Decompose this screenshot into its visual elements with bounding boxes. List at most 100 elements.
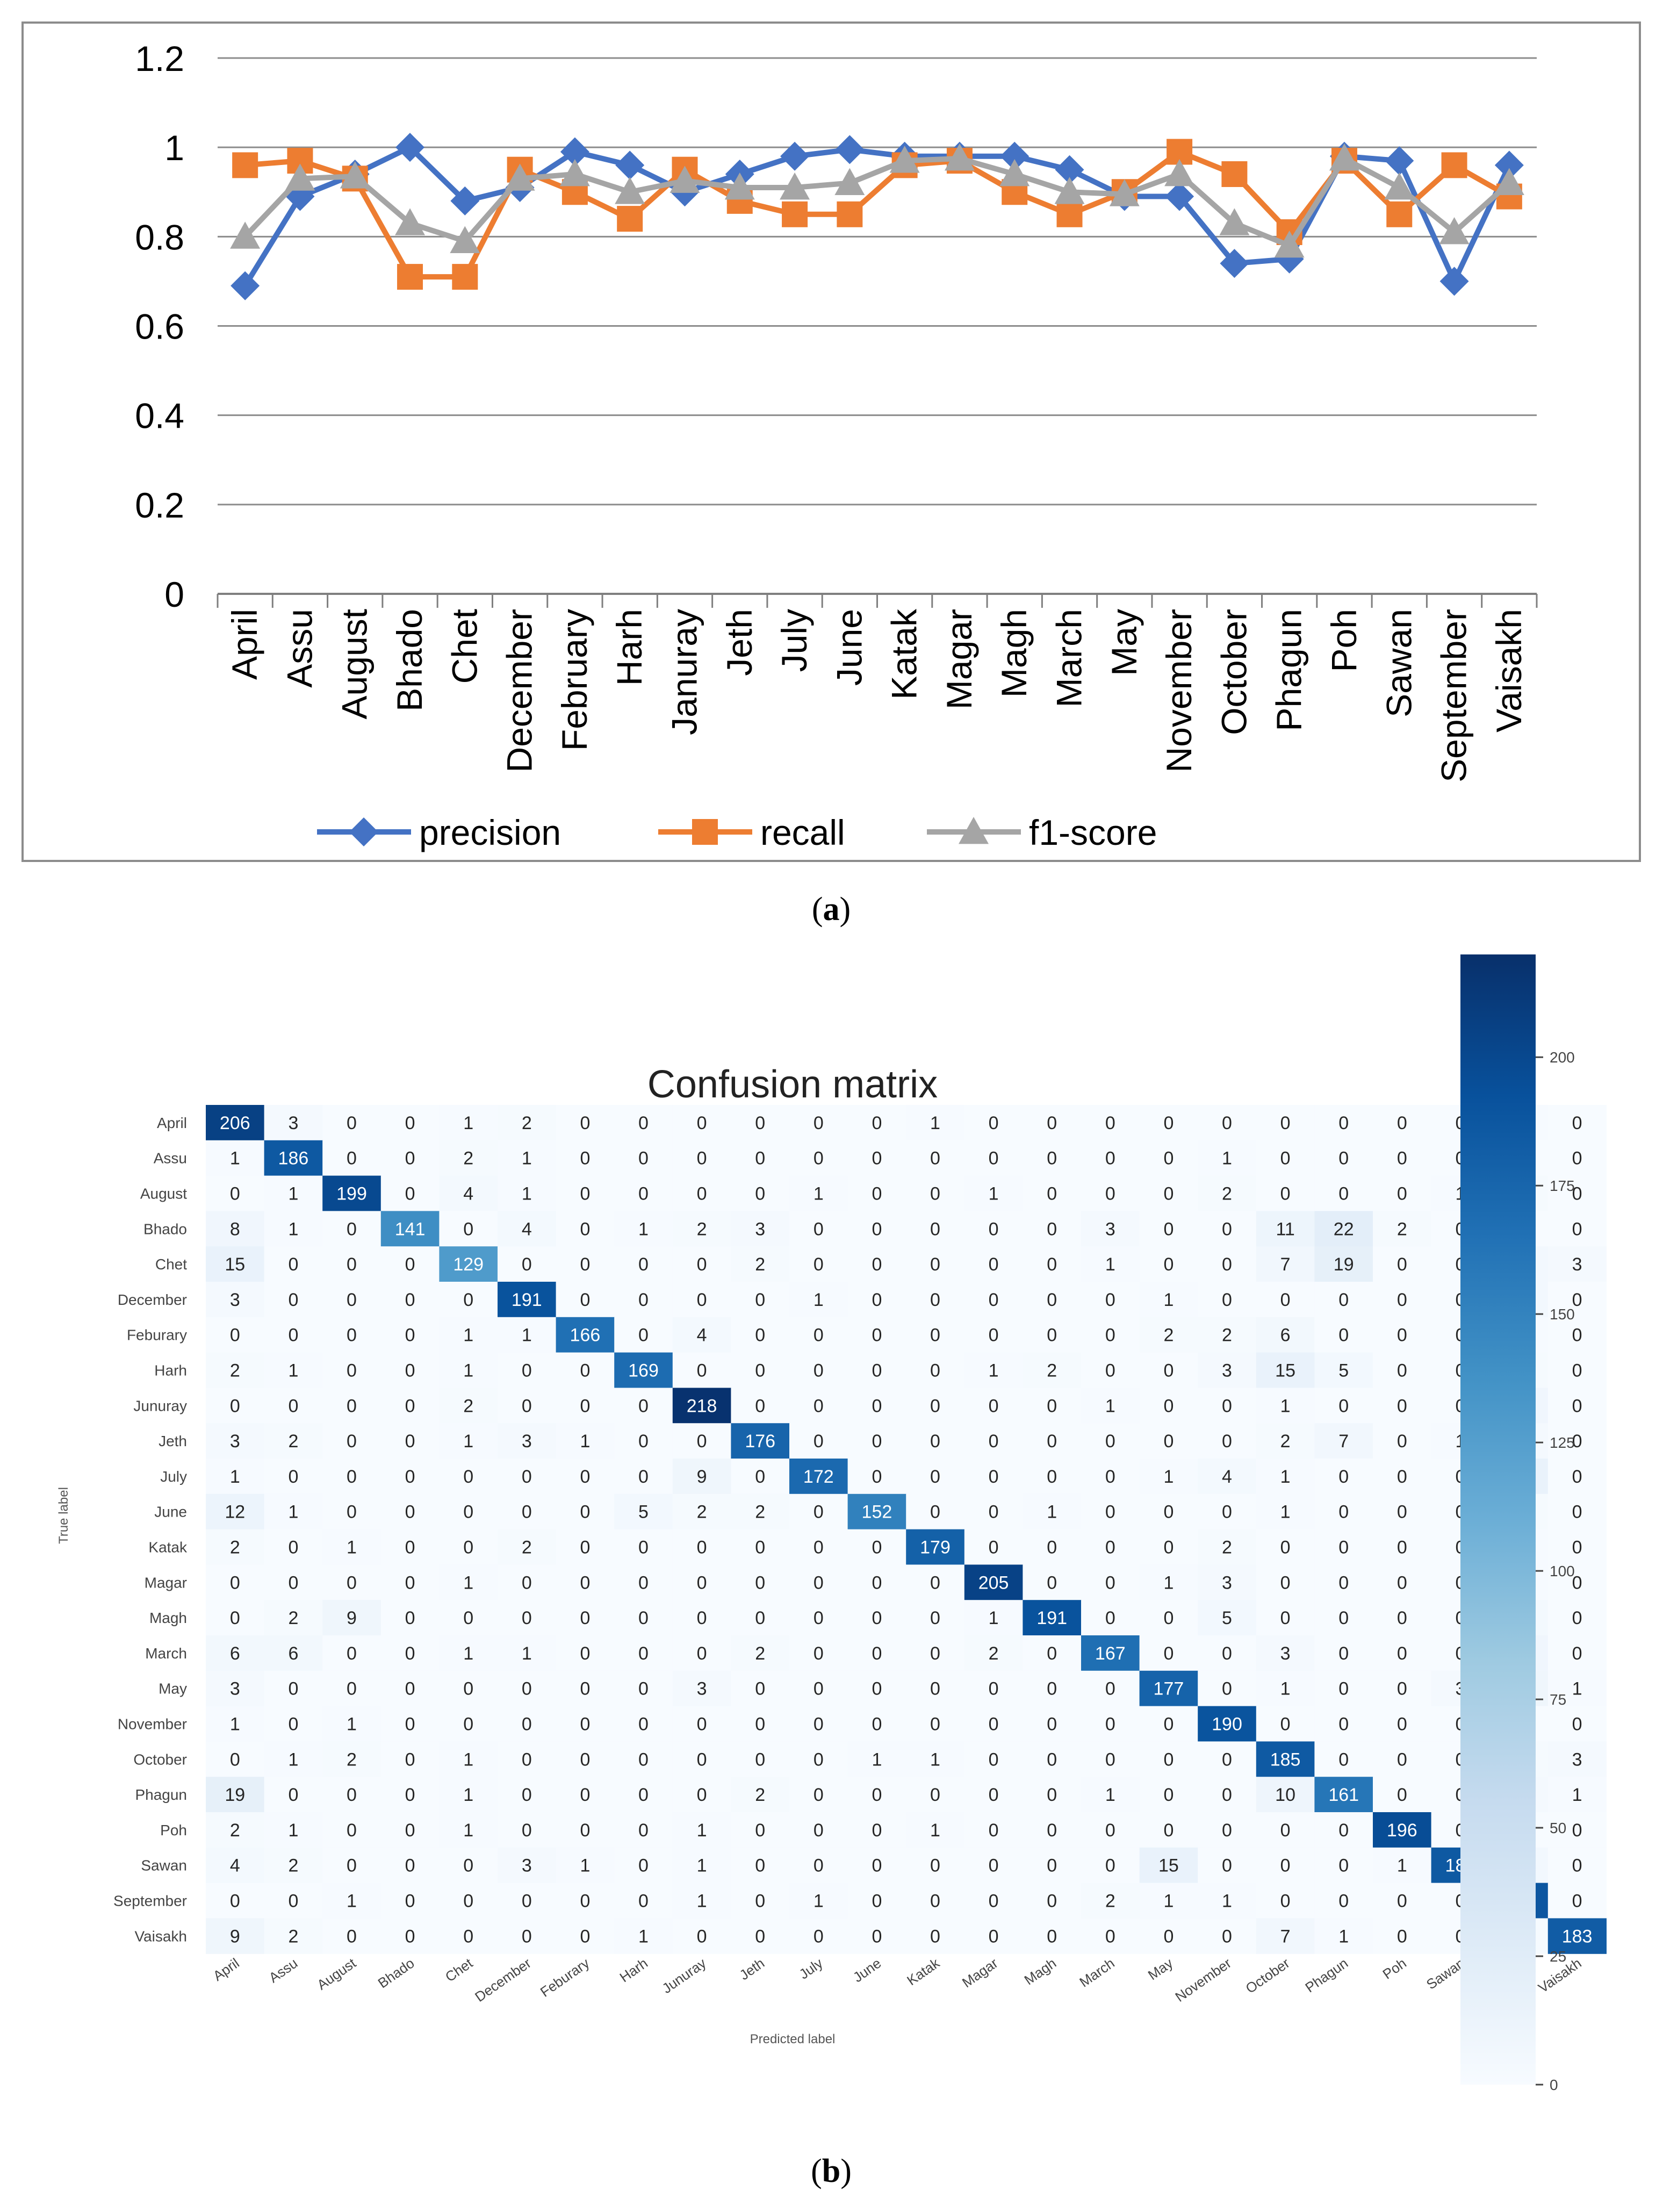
matrix-cell — [847, 1388, 906, 1424]
cell-value: 7 — [1280, 1926, 1291, 1947]
matrix-cell — [556, 1918, 615, 1954]
cell-value: 0 — [1280, 1538, 1291, 1558]
matrix-cell — [1081, 1777, 1140, 1813]
matrix-cell — [556, 1812, 615, 1848]
cell-value: 0 — [1105, 1502, 1115, 1522]
cell-value: 0 — [1338, 1714, 1349, 1735]
matrix-cell — [1081, 1529, 1140, 1565]
line-chart: 0 0.2 0.4 0.6 0.8 1 1.2 April Assu August Bhado Che… — [21, 21, 1641, 928]
cell-value: 0 — [989, 1926, 999, 1947]
cell-value: 191 — [1036, 1608, 1067, 1628]
matrix-cell — [1023, 1741, 1082, 1777]
matrix-cell — [206, 1282, 265, 1318]
cell-value: 4 — [463, 1184, 473, 1204]
matrix-cell — [322, 1282, 381, 1318]
matrix-cell — [964, 1175, 1023, 1211]
matrix-cell — [1547, 1812, 1607, 1848]
cell-value: 0 — [405, 1785, 415, 1805]
data-point-precision — [1220, 249, 1249, 278]
row-label: December — [118, 1291, 187, 1308]
matrix-cell — [1314, 1423, 1373, 1459]
matrix-cell — [264, 1883, 323, 1919]
panel-a: 0 0.2 0.4 0.6 0.8 1 1.2 April Assu August Bhado Che… — [0, 0, 1663, 946]
col-label: Phagun — [1302, 1955, 1351, 1996]
col-label: Harh — [617, 1955, 651, 1986]
cell-value: 0 — [872, 1219, 882, 1239]
cell-value: 0 — [930, 1431, 940, 1452]
matrix-cell — [498, 1282, 557, 1318]
cell-value: 0 — [522, 1785, 532, 1805]
matrix-cell — [1198, 1246, 1257, 1282]
cell-value: 0 — [522, 1572, 532, 1593]
matrix-cell — [789, 1246, 848, 1282]
cell-value: 0 — [1397, 1184, 1407, 1204]
cell-value: 0 — [405, 1431, 415, 1452]
cell-value: 0 — [930, 1148, 940, 1169]
cell-value: 1 — [697, 1820, 707, 1841]
matrix-cell — [1198, 1812, 1257, 1848]
cell-value: 0 — [522, 1396, 532, 1416]
data-point-recall — [782, 201, 808, 227]
matrix-cell — [614, 1493, 673, 1530]
cell-value: 0 — [580, 1572, 590, 1593]
matrix-cell — [964, 1246, 1023, 1282]
cell-value: 0 — [347, 1820, 357, 1841]
cell-value: 0 — [580, 1148, 590, 1169]
matrix-cell — [556, 1459, 615, 1495]
cell-value: 0 — [288, 1785, 298, 1805]
cell-value: 0 — [1222, 1113, 1232, 1133]
cell-value: 0 — [347, 1113, 357, 1133]
x-tick-label: February — [555, 609, 594, 751]
matrix-cell — [1256, 1564, 1315, 1600]
cell-value: 0 — [347, 1785, 357, 1805]
matrix-cell — [1081, 1211, 1140, 1247]
cell-value: 1 — [1163, 1290, 1174, 1310]
matrix-cell — [672, 1883, 731, 1919]
matrix-cell — [322, 1317, 381, 1353]
cell-value: 0 — [288, 1538, 298, 1558]
data-point-f1-score — [1219, 208, 1250, 235]
cell-value: 2 — [989, 1643, 999, 1664]
matrix-cell — [1023, 1140, 1082, 1176]
matrix-cell — [789, 1211, 848, 1247]
cell-value: 0 — [580, 1785, 590, 1805]
matrix-cell — [964, 1211, 1023, 1247]
matrix-cell — [264, 1423, 323, 1459]
cell-value: 19 — [1334, 1254, 1354, 1275]
x-tick-label: Bhado — [390, 609, 429, 712]
matrix-cell — [1314, 1388, 1373, 1424]
matrix-cell — [206, 1600, 265, 1636]
matrix-cell — [614, 1388, 673, 1424]
matrix-cell — [731, 1600, 790, 1636]
matrix-cell — [380, 1635, 440, 1671]
cell-value: 0 — [405, 1856, 415, 1876]
cell-value: 0 — [813, 1254, 824, 1275]
col-label: June — [850, 1955, 884, 1986]
matrix-cell — [1547, 1564, 1607, 1600]
cell-value: 0 — [405, 1679, 415, 1699]
matrix-cell — [964, 1670, 1023, 1707]
cell-value: 2 — [463, 1396, 473, 1416]
cell-value: 0 — [405, 1361, 415, 1381]
matrix-cell — [1314, 1706, 1373, 1742]
cell-value: 0 — [755, 1572, 765, 1593]
cell-value: 0 — [813, 1820, 824, 1841]
cell-value: 0 — [1397, 1608, 1407, 1628]
matrix-cell — [672, 1459, 731, 1495]
matrix-cell — [1314, 1883, 1373, 1919]
cell-value: 0 — [522, 1749, 532, 1770]
matrix-cell — [1547, 1493, 1607, 1530]
matrix-cell — [1139, 1741, 1198, 1777]
matrix-cell — [906, 1706, 965, 1742]
matrix-cell — [1373, 1105, 1432, 1141]
x-tick-label: Katak — [884, 608, 924, 700]
cell-value: 0 — [989, 1714, 999, 1735]
matrix-cell — [439, 1140, 498, 1176]
cell-value: 0 — [1338, 1502, 1349, 1522]
matrix-cell — [498, 1777, 557, 1813]
cell-value: 0 — [989, 1502, 999, 1522]
cell-value: 0 — [638, 1290, 649, 1310]
cell-value: 0 — [1105, 1113, 1115, 1133]
matrix-cell — [556, 1600, 615, 1636]
cell-value: 0 — [580, 1361, 590, 1381]
